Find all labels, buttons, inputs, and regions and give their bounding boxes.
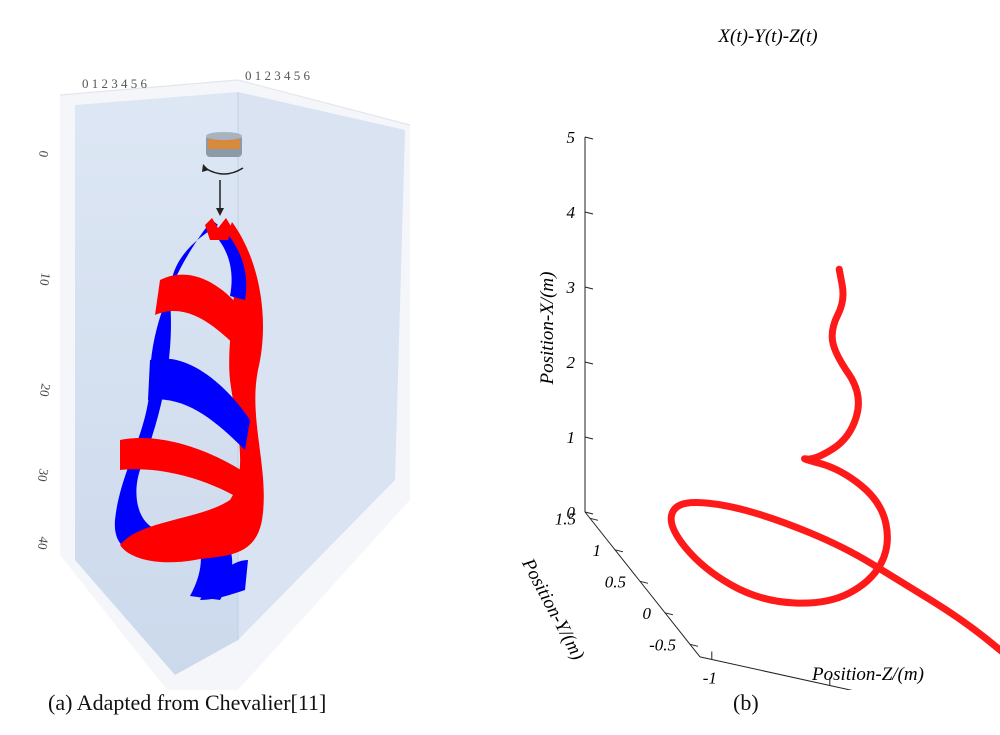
y-axis-line [584,511,701,658]
y-axis-label: Position-Y/(m) [517,554,589,664]
x-tick-label: 2 [567,353,576,372]
y-tick-mark [589,517,599,521]
trajectory-line [667,265,1000,655]
x-axis-label: Position-Z/(m) [811,664,924,685]
z-axis-label: Position-X/(m) [537,272,558,386]
y-tick-mark [689,643,699,647]
y-tick-label: 0.5 [605,572,626,591]
z-axis-line [699,656,853,690]
x-tick-label: 4 [567,203,576,222]
twisted-filament [114,218,264,600]
red-strand [120,222,264,563]
x-tick-mark [584,211,594,215]
helix-illustration: 0 1 2 3 4 5 6 0 1 2 3 4 5 6 0 10 20 30 40 [35,68,411,690]
y-tick-mark [639,580,649,584]
z-tick-label: -1 [703,669,717,688]
blue-strand [114,220,233,600]
x-tick-mark [584,361,594,365]
x-tick-label: 5 [567,128,576,147]
chart-axes [584,137,853,690]
caption-a: (a) Adapted from Chevalier[11] [48,690,327,715]
y-tick-label: 1 [593,541,602,560]
depth-tick-label: 10 [37,271,54,286]
x-tick-mark [584,286,594,290]
x-tick-mark [584,136,594,140]
depth-tick-label: 40 [35,535,52,550]
x-tick-mark [584,436,594,440]
rotating-motor-icon [202,132,244,216]
chart-title: X(t)-Y(t)-Z(t) [717,26,817,47]
x-tick-label: 3 [566,278,576,297]
depth-axis-ticks: 0 10 20 30 40 [35,149,54,550]
x-tick-mark [584,511,594,515]
y-tick-label: 1.5 [555,509,576,528]
y-tick-label: -0.5 [649,635,676,654]
depth-tick-label: 0 [36,149,52,158]
top-ruler-left-labels: 0 1 2 3 4 5 6 [82,76,148,91]
bounding-box-right-wall [238,92,405,640]
caption-b: (b) [733,690,759,715]
x-tick-label: 0 [567,503,576,522]
depth-tick-label: 30 [35,467,52,482]
y-tick-mark [614,549,624,553]
depth-tick-label: 20 [37,382,54,397]
y-tick-mark [664,612,674,616]
x-tick-label: 1 [567,428,576,447]
top-ruler-right-labels: 0 1 2 3 4 5 6 [245,68,311,83]
y-tick-label: 0 [643,604,652,623]
